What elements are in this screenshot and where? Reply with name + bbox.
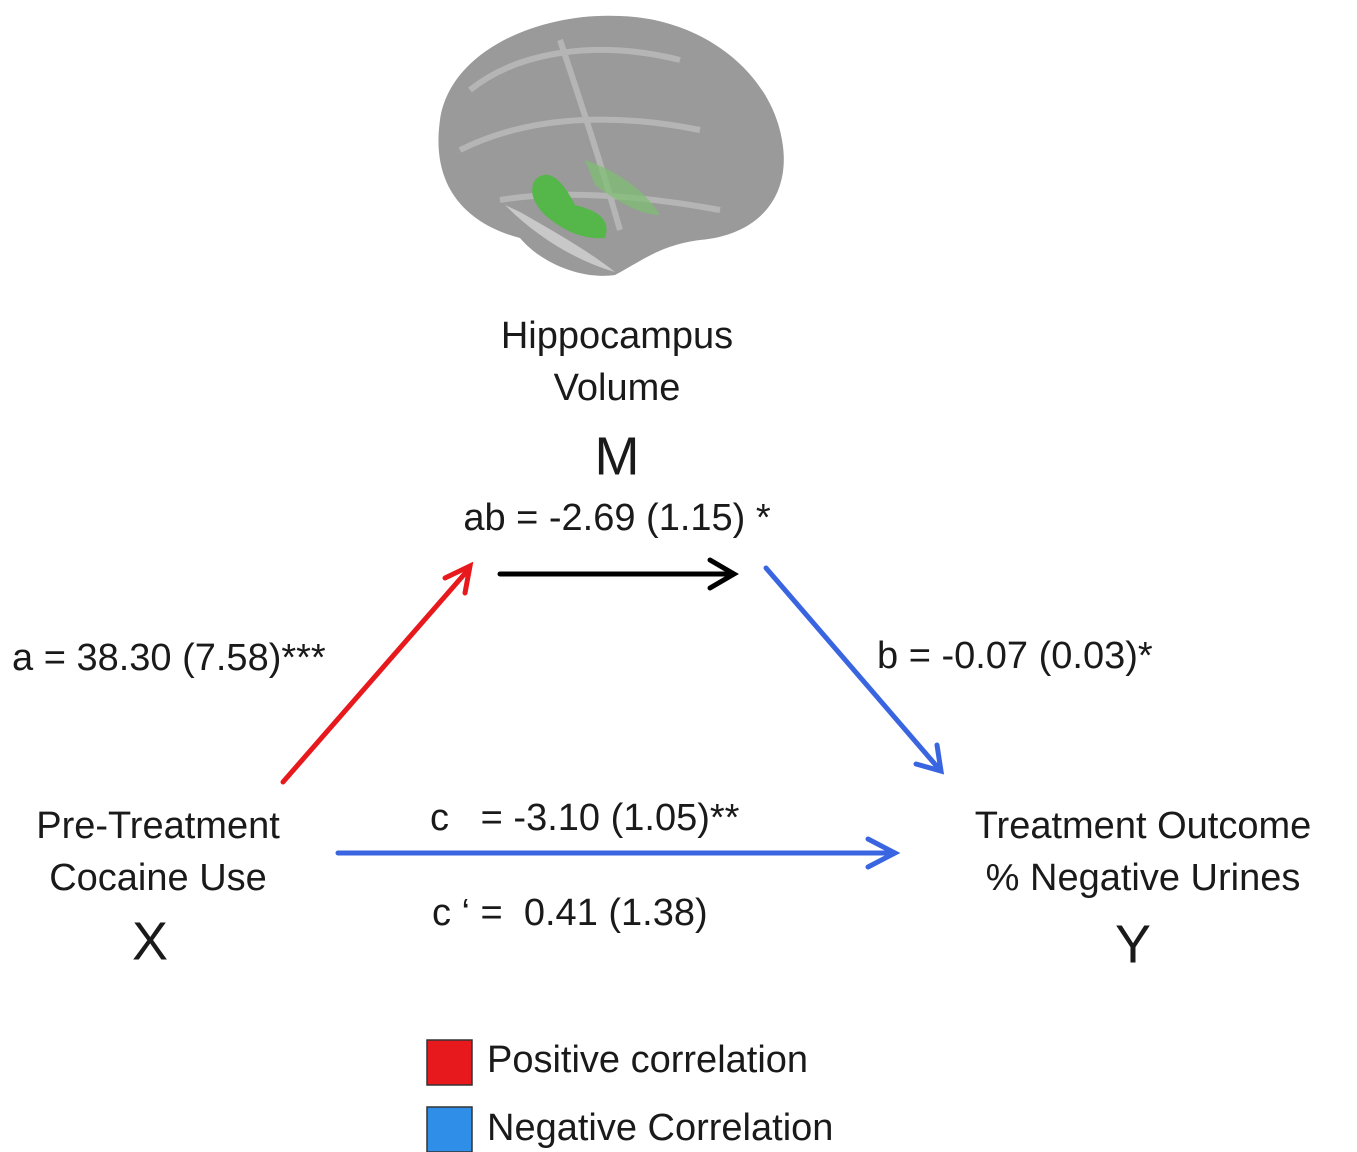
edge-label: a = 38.30 (7.58)*** bbox=[12, 637, 326, 679]
node-symbol: Y bbox=[1115, 914, 1151, 974]
node-symbol: M bbox=[595, 426, 640, 486]
node-label: Pre-Treatment bbox=[36, 805, 280, 847]
node-label: Treatment Outcome bbox=[975, 805, 1312, 847]
node-label: Hippocampus bbox=[501, 315, 733, 357]
node-label: % Negative Urines bbox=[986, 857, 1301, 899]
legend-swatch bbox=[427, 1107, 472, 1152]
edge-label: c = -3.10 (1.05)** bbox=[430, 797, 740, 839]
node-label: Cocaine Use bbox=[49, 857, 267, 899]
edge-label: b = -0.07 (0.03)* bbox=[877, 635, 1153, 677]
legend-label: Negative Correlation bbox=[487, 1107, 833, 1149]
edge-label: c ‘ = 0.41 (1.38) bbox=[432, 892, 708, 934]
node-symbol: X bbox=[132, 911, 168, 971]
page: Hippocampus Volume M Pre-Treatment Cocai… bbox=[0, 0, 1357, 1152]
edge-label: ab = -2.69 (1.15) * bbox=[463, 497, 771, 539]
legend-swatch bbox=[427, 1040, 472, 1085]
brain-image bbox=[438, 16, 783, 276]
node-label: Volume bbox=[554, 367, 681, 409]
legend-label: Positive correlation bbox=[487, 1039, 808, 1081]
mediation-diagram: Hippocampus Volume M Pre-Treatment Cocai… bbox=[0, 0, 1357, 1152]
